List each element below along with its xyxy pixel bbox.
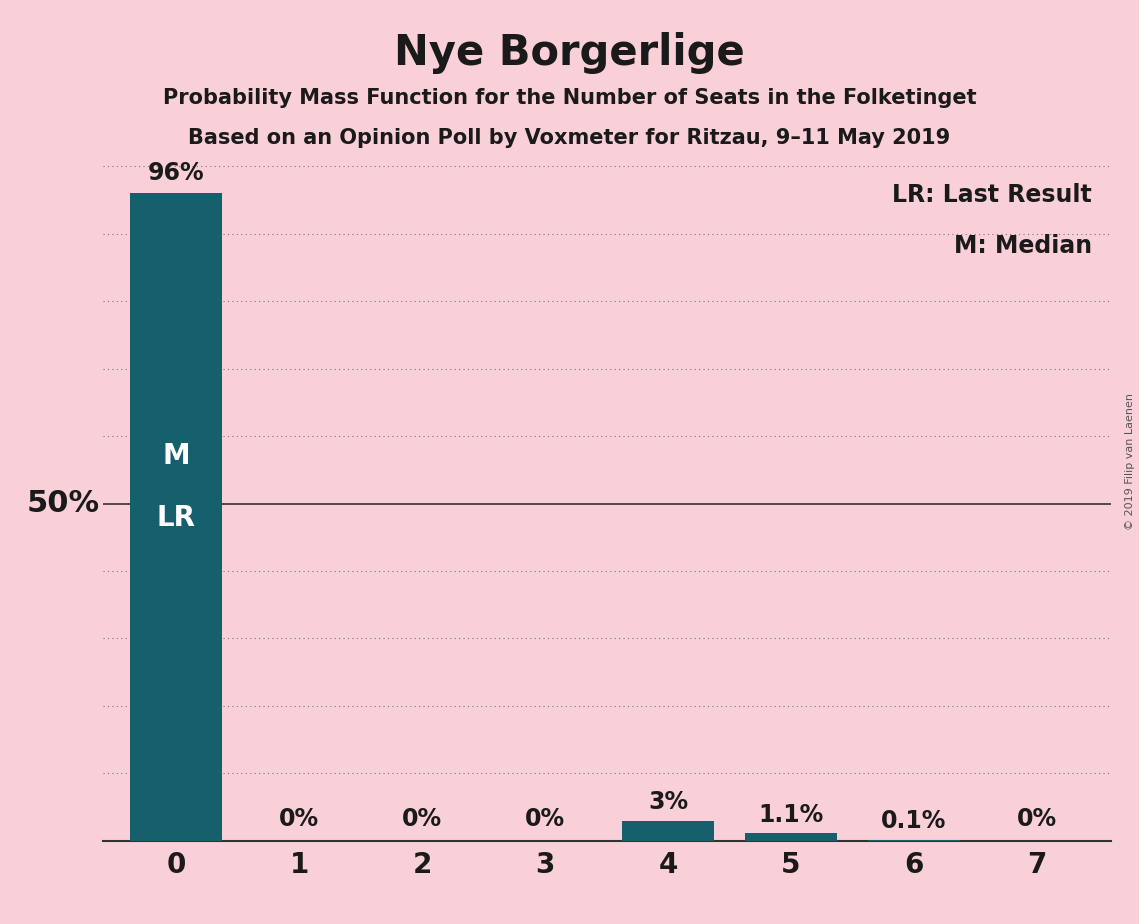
Text: 0%: 0% xyxy=(525,807,565,831)
Text: LR: LR xyxy=(157,504,196,531)
Text: 0.1%: 0.1% xyxy=(882,809,947,833)
Text: 50%: 50% xyxy=(27,489,100,518)
Text: © 2019 Filip van Laenen: © 2019 Filip van Laenen xyxy=(1125,394,1134,530)
Text: 0%: 0% xyxy=(1017,807,1057,831)
Text: 0%: 0% xyxy=(402,807,442,831)
Text: Nye Borgerlige: Nye Borgerlige xyxy=(394,32,745,74)
Text: 0%: 0% xyxy=(279,807,319,831)
Text: 3%: 3% xyxy=(648,790,688,814)
Text: 96%: 96% xyxy=(148,161,205,185)
Bar xyxy=(622,821,714,841)
Text: M: Median: M: Median xyxy=(954,234,1092,258)
Text: Probability Mass Function for the Number of Seats in the Folketinget: Probability Mass Function for the Number… xyxy=(163,88,976,108)
Text: LR: Last Result: LR: Last Result xyxy=(892,183,1092,207)
Text: Based on an Opinion Poll by Voxmeter for Ritzau, 9–11 May 2019: Based on an Opinion Poll by Voxmeter for… xyxy=(188,128,951,148)
Bar xyxy=(745,833,837,841)
Bar xyxy=(130,193,222,841)
Text: 1.1%: 1.1% xyxy=(759,803,823,827)
Text: M: M xyxy=(163,442,190,470)
